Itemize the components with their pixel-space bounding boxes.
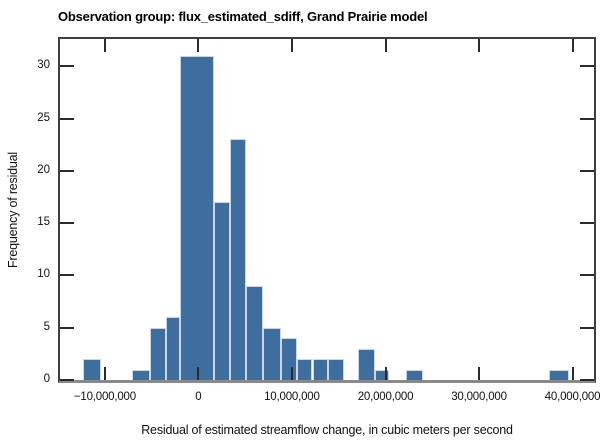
x-axis-tick <box>197 367 200 380</box>
y-tick-label: 0 <box>43 373 50 385</box>
x-tick-label: 10,000,000 <box>264 391 320 403</box>
y-axis-tick-right <box>580 222 594 225</box>
y-tick-label: 30 <box>37 59 50 72</box>
x-axis-tick-top <box>197 39 200 52</box>
histogram-bar <box>246 285 263 380</box>
histogram-bar <box>328 359 345 380</box>
y-tick-label: 15 <box>37 216 50 229</box>
x-axis-tick <box>478 367 480 380</box>
y-axis-tick <box>60 65 74 68</box>
x-axis-label: Residual of estimated streamflow change,… <box>141 423 513 437</box>
histogram-bar <box>312 359 329 380</box>
histogram-bar <box>83 359 102 380</box>
y-axis-tick-right <box>580 65 594 68</box>
x-axis-tick <box>571 367 574 380</box>
x-tick-label: 0 <box>195 391 202 403</box>
histogram-bar <box>149 327 167 380</box>
x-axis-tick-top <box>478 39 480 52</box>
y-axis-tick <box>60 379 74 381</box>
x-axis-tick-top <box>290 39 293 52</box>
y-axis-tick-right <box>580 169 594 172</box>
histogram-bar <box>230 139 247 380</box>
x-tick-label: 20,000,000 <box>357 391 414 403</box>
x-tick-label: 30,000,000 <box>451 391 507 403</box>
chart-title: Observation group: flux_estimated_sdiff,… <box>58 9 428 24</box>
y-axis-tick <box>60 326 74 329</box>
histogram-bar <box>132 369 150 380</box>
x-axis-tick <box>103 367 106 380</box>
histogram-bar <box>166 317 181 380</box>
histogram-bar <box>280 338 297 380</box>
y-axis-tick <box>60 117 74 120</box>
x-axis-tick <box>384 367 387 380</box>
y-tick-label: 20 <box>37 163 50 176</box>
y-axis-tick <box>60 169 74 172</box>
histogram-bar <box>262 327 281 380</box>
histogram-bar <box>180 55 215 380</box>
x-axis-tick-top <box>103 39 106 52</box>
histogram-bar <box>375 369 390 380</box>
y-axis-tick-right <box>580 379 594 381</box>
histogram-bar <box>358 348 376 380</box>
y-tick-label: 10 <box>37 268 50 281</box>
x-axis-tick <box>290 367 293 380</box>
histogram-bar <box>406 369 423 380</box>
y-axis-tick-right <box>580 326 594 329</box>
x-tick-label: −10,000,000 <box>73 391 136 403</box>
x-axis-tick-top <box>571 39 574 52</box>
plot-area <box>58 37 596 383</box>
histogram-bar <box>296 359 313 380</box>
y-axis-tick <box>60 222 74 225</box>
y-tick-label: 5 <box>43 320 50 333</box>
x-tick-label: 40,000,000 <box>544 391 601 403</box>
y-axis-tick-right <box>580 117 594 120</box>
y-axis-tick <box>60 274 74 277</box>
y-tick-label: 25 <box>37 111 50 124</box>
y-axis-tick-right <box>580 274 594 277</box>
histogram-bar <box>214 202 231 380</box>
x-axis-tick-top <box>384 39 387 52</box>
histogram-bar <box>549 369 569 380</box>
